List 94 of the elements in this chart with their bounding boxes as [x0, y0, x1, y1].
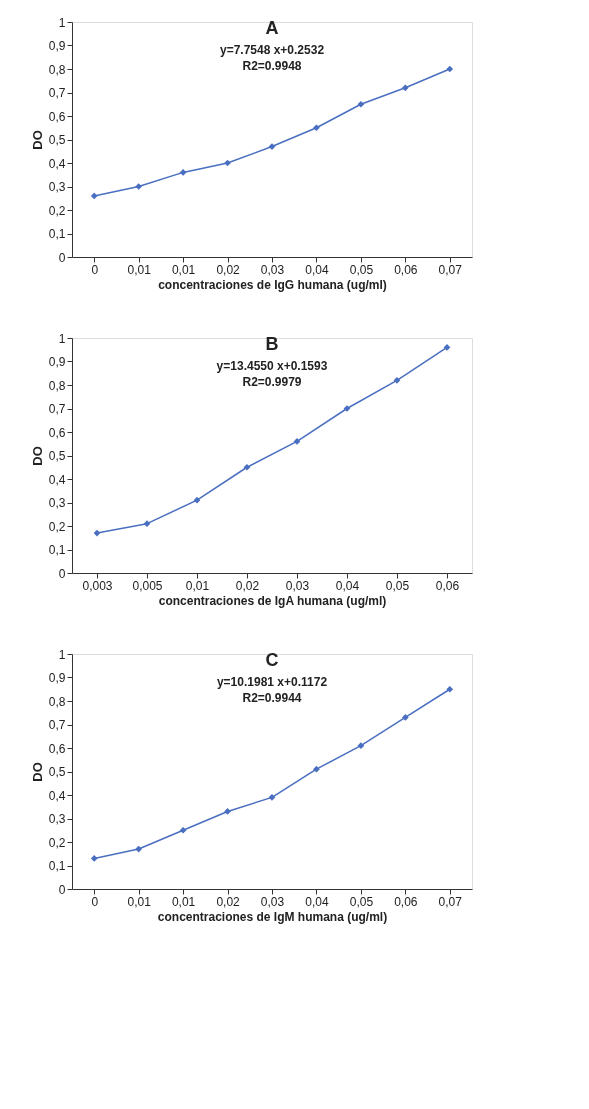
point — [193, 496, 201, 504]
y-tick-label: 0,1 — [48, 227, 66, 241]
point — [179, 169, 187, 176]
x-tick-label: 0,02 — [216, 894, 241, 909]
y-axis-title: DO — [29, 762, 45, 782]
y-tick-label: 0,7 — [48, 718, 66, 732]
x-axis-title: concentraciones de IgA humana (ug/ml) — [158, 593, 387, 608]
point — [90, 192, 98, 200]
point — [446, 65, 454, 73]
x-tick-label: 0,03 — [260, 262, 285, 277]
y-tick-label: 1 — [58, 647, 66, 662]
point — [357, 100, 365, 108]
point — [90, 855, 98, 862]
point — [313, 765, 320, 773]
y-axis-title: DO — [29, 130, 45, 150]
point — [313, 124, 320, 132]
y-tick-label: 0,6 — [48, 425, 66, 440]
y-tick-label: 0,9 — [48, 355, 66, 369]
y-tick-label: 0,9 — [48, 671, 66, 685]
y-tick-label: 0,9 — [48, 39, 66, 53]
y-tick-label: 0,5 — [48, 765, 66, 779]
y-axis-title: DO — [29, 446, 45, 466]
y-tick-label: 0,1 — [48, 543, 66, 557]
x-tick-label: 0,05 — [385, 578, 410, 593]
point — [135, 845, 143, 853]
y-tick-label: 0,3 — [48, 496, 66, 510]
x-tick-label: 0,05 — [349, 262, 374, 277]
x-tick-label: 0,04 — [305, 894, 329, 909]
y-tick-label: 0,3 — [48, 180, 66, 194]
chart-title: B — [265, 334, 279, 354]
annotation: R2=0.9979 — [242, 375, 302, 389]
x-tick-label: 0,03 — [285, 578, 310, 593]
y-tick-label: 0,6 — [48, 741, 66, 756]
x-tick-label: 0,06 — [394, 262, 418, 277]
point — [401, 84, 409, 92]
point — [93, 529, 101, 537]
chart-title: A — [265, 18, 279, 38]
y-tick-label: 0,1 — [48, 859, 66, 873]
point — [357, 742, 365, 749]
x-tick-label: 0,07 — [438, 262, 463, 277]
y-tick-label: 0,2 — [48, 519, 66, 534]
point — [268, 794, 276, 801]
y-tick-label: 0 — [58, 250, 66, 265]
y-tick-label: 0,3 — [48, 812, 66, 826]
x-axis-title: concentraciones de IgG humana (ug/ml) — [158, 277, 387, 292]
y-tick-label: 0,8 — [48, 694, 66, 709]
y-tick-label: 0,2 — [48, 203, 66, 218]
annotation: y=10.1981 x+0.1172 — [216, 675, 328, 689]
point — [179, 826, 187, 834]
y-tick-label: 0,7 — [48, 86, 66, 100]
annotation: y=7.7548 x+0.2532 — [219, 43, 325, 57]
y-tick-label: 0,8 — [48, 62, 66, 77]
x-tick-label: 0,04 — [335, 578, 360, 593]
y-tick-label: 1 — [58, 331, 66, 346]
annotation: y=13.4550 x+0.1593 — [216, 359, 328, 373]
x-tick-label: 0,01 — [185, 578, 210, 593]
x-tick-label: 0,06 — [435, 578, 460, 593]
point — [224, 808, 231, 815]
point — [446, 685, 454, 693]
x-tick-label: 0,04 — [305, 262, 329, 277]
point — [243, 463, 251, 471]
point — [135, 183, 143, 190]
x-tick-label: 0,02 — [216, 262, 241, 277]
x-tick-label: 0,01 — [127, 894, 152, 909]
x-tick-label: 0,03 — [260, 894, 285, 909]
y-tick-label: 0 — [58, 566, 66, 581]
y-tick-label: 0 — [58, 882, 66, 897]
y-tick-label: 0,5 — [48, 133, 66, 147]
x-tick-label: 0,07 — [438, 894, 463, 909]
y-tick-label: 0,4 — [48, 788, 66, 803]
x-tick-label: 0,01 — [171, 894, 196, 909]
y-tick-label: 0,5 — [48, 449, 66, 463]
x-tick-label: 0,01 — [127, 262, 152, 277]
x-tick-label: 0,005 — [132, 578, 163, 593]
x-tick-label: 0,02 — [235, 578, 260, 593]
chart-title: C — [265, 650, 279, 670]
x-tick-label: 0,05 — [349, 894, 374, 909]
x-axis-title: concentraciones de IgM humana (ug/ml) — [157, 909, 388, 924]
y-tick-label: 0,6 — [48, 109, 66, 124]
point — [401, 714, 409, 721]
x-tick-label: 0 — [91, 894, 99, 909]
x-tick-label: 0,003 — [82, 578, 113, 593]
x-tick-label: 0,06 — [394, 894, 418, 909]
y-tick-label: 0,8 — [48, 378, 66, 393]
annotation: R2=0.9948 — [242, 59, 302, 73]
y-tick-label: 0,4 — [48, 156, 66, 171]
y-tick-label: 0,2 — [48, 835, 66, 850]
y-tick-label: 1 — [58, 15, 66, 30]
y-tick-label: 0,4 — [48, 472, 66, 487]
y-tick-label: 0,7 — [48, 402, 66, 416]
x-tick-label: 0,01 — [171, 262, 196, 277]
x-tick-label: 0 — [91, 262, 99, 277]
point — [393, 376, 401, 384]
annotation: R2=0.9944 — [242, 691, 302, 705]
